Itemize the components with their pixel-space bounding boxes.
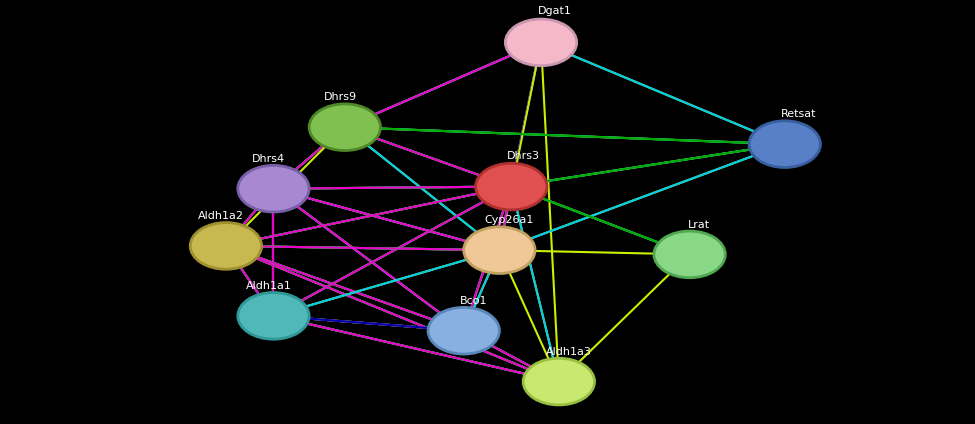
Text: Bco1: Bco1 [459, 296, 487, 306]
Ellipse shape [524, 358, 595, 405]
Ellipse shape [309, 104, 380, 151]
Ellipse shape [464, 227, 535, 273]
Text: Lrat: Lrat [688, 220, 710, 230]
Text: Retsat: Retsat [781, 109, 817, 119]
Ellipse shape [654, 231, 725, 278]
Text: Cyp26a1: Cyp26a1 [485, 215, 533, 225]
Text: Aldh1a3: Aldh1a3 [545, 347, 591, 357]
Text: Dhrs3: Dhrs3 [507, 151, 540, 161]
Ellipse shape [190, 223, 261, 269]
Ellipse shape [428, 307, 499, 354]
Text: Dgat1: Dgat1 [538, 6, 572, 16]
Ellipse shape [238, 293, 309, 339]
Text: Aldh1a2: Aldh1a2 [198, 211, 244, 221]
Text: Dhrs4: Dhrs4 [253, 154, 286, 164]
Ellipse shape [749, 121, 820, 167]
Text: Dhrs9: Dhrs9 [324, 92, 357, 102]
Ellipse shape [476, 163, 547, 210]
Ellipse shape [505, 19, 576, 66]
Ellipse shape [238, 165, 309, 212]
Text: Aldh1a1: Aldh1a1 [246, 281, 292, 291]
